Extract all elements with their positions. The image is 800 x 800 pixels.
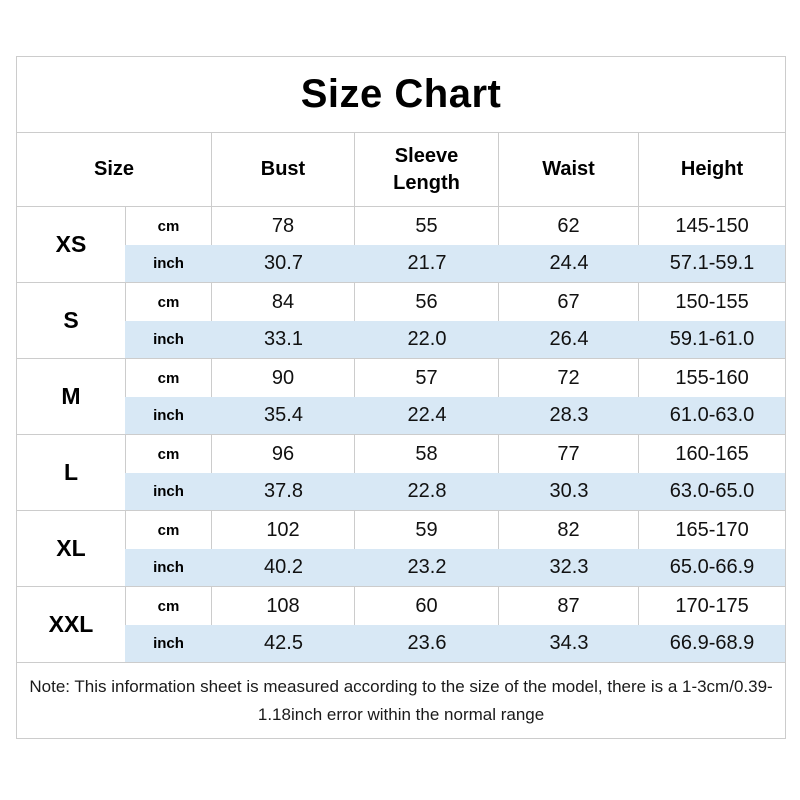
bust-value: 84	[212, 283, 355, 321]
row-xxl-inch: inch 42.5 23.6 34.3 66.9-68.9	[17, 625, 786, 663]
sleeve-value: 22.0	[355, 321, 499, 359]
note-row: Note: This information sheet is measured…	[17, 663, 785, 738]
bust-value: 35.4	[212, 397, 355, 435]
row-l-cm: L cm 96 58 77 160-165	[17, 435, 785, 511]
row-l-inch: inch 37.8 22.8 30.3 63.0-65.0	[17, 473, 786, 511]
waist-value: 32.3	[499, 549, 639, 587]
unit-label-inch: inch	[125, 625, 212, 663]
unit-label-cm: cm	[125, 359, 212, 397]
waist-value: 24.4	[499, 245, 639, 283]
column-header-sleeve-length-label: Sleeve Length	[393, 144, 460, 194]
sleeve-value: 56	[355, 283, 499, 321]
unit-label-inch: inch	[125, 549, 212, 587]
height-value: 155-160	[675, 366, 749, 389]
size-chart-table: Size Chart Size Bust Sleeve Length Waist…	[16, 56, 787, 739]
unit-label-cm: cm	[125, 207, 212, 245]
row-m-inch: inch 35.4 22.4 28.3 61.0-63.0	[17, 397, 786, 435]
note-text: Note: This information sheet is measured…	[29, 676, 773, 724]
column-header-waist: Waist	[499, 133, 639, 207]
waist-value: 77	[499, 435, 639, 473]
size-label-m: M	[17, 359, 125, 435]
height-value: 61.0-63.0	[639, 397, 786, 435]
height-value: 66.9-68.9	[639, 625, 786, 663]
unit-label-inch: inch	[125, 397, 212, 435]
sleeve-value: 22.8	[355, 473, 499, 511]
waist-value: 26.4	[499, 321, 639, 359]
row-xxl-cm: XXL cm 108 60 87 170-175	[17, 587, 785, 663]
waist-value: 67	[499, 283, 639, 321]
size-label-xxl: XXL	[17, 587, 125, 663]
bust-value: 37.8	[212, 473, 355, 511]
height-value: 145-150	[675, 214, 749, 237]
bust-value: 90	[212, 359, 355, 397]
page-title: Size Chart	[17, 57, 786, 133]
height-value: 59.1-61.0	[639, 321, 786, 359]
height-value: 57.1-59.1	[639, 245, 786, 283]
row-xl-cm: XL cm 102 59 82 165-170	[17, 511, 785, 587]
column-header-sleeve-length: Sleeve Length	[355, 133, 499, 207]
unit-label-cm: cm	[125, 435, 212, 473]
bust-value: 42.5	[212, 625, 355, 663]
sleeve-value: 58	[355, 435, 499, 473]
unit-label-inch: inch	[125, 473, 212, 511]
height-value: 150-155	[675, 290, 749, 313]
sleeve-value: 59	[355, 511, 499, 549]
row-xs-cm: XS cm 78 55 62 145-150	[17, 207, 785, 283]
sleeve-value: 60	[355, 587, 499, 625]
waist-value: 62	[499, 207, 639, 245]
unit-label-cm: cm	[125, 587, 212, 625]
sleeve-value: 55	[355, 207, 499, 245]
sleeve-value: 57	[355, 359, 499, 397]
bust-value: 108	[212, 587, 355, 625]
bust-value: 33.1	[212, 321, 355, 359]
waist-value: 34.3	[499, 625, 639, 663]
sleeve-value: 23.2	[355, 549, 499, 587]
sleeve-value: 23.6	[355, 625, 499, 663]
title-row: Size Chart	[17, 57, 786, 133]
header-row: Size Bust Sleeve Length Waist Height	[17, 133, 786, 207]
size-label-l: L	[17, 435, 125, 511]
size-label-s: S	[17, 283, 125, 359]
bust-value: 30.7	[212, 245, 355, 283]
row-xl-inch: inch 40.2 23.2 32.3 65.0-66.9	[17, 549, 786, 587]
bust-value: 40.2	[212, 549, 355, 587]
row-xs-inch: inch 30.7 21.7 24.4 57.1-59.1	[17, 245, 786, 283]
bust-value: 96	[212, 435, 355, 473]
waist-value: 28.3	[499, 397, 639, 435]
row-m-cm: M cm 90 57 72 155-160	[17, 359, 785, 435]
unit-label-cm: cm	[125, 511, 212, 549]
unit-label-inch: inch	[125, 321, 212, 359]
column-header-size: Size	[17, 133, 212, 207]
height-value: 160-165	[675, 442, 749, 465]
height-value: 165-170	[675, 518, 749, 541]
unit-label-cm: cm	[125, 283, 212, 321]
height-value: 63.0-65.0	[639, 473, 786, 511]
column-header-bust: Bust	[212, 133, 355, 207]
row-s-cm: S cm 84 56 67 150-155	[17, 283, 785, 359]
size-label-xl: XL	[17, 511, 125, 587]
height-value: 170-175	[675, 594, 749, 617]
waist-value: 82	[499, 511, 639, 549]
waist-value: 30.3	[499, 473, 639, 511]
waist-value: 72	[499, 359, 639, 397]
column-header-height: Height	[639, 133, 786, 207]
sleeve-value: 22.4	[355, 397, 499, 435]
unit-label-inch: inch	[125, 245, 212, 283]
height-value: 65.0-66.9	[639, 549, 786, 587]
sleeve-value: 21.7	[355, 245, 499, 283]
row-s-inch: inch 33.1 22.0 26.4 59.1-61.0	[17, 321, 786, 359]
size-label-xs: XS	[17, 207, 125, 283]
bust-value: 102	[212, 511, 355, 549]
waist-value: 87	[499, 587, 639, 625]
bust-value: 78	[212, 207, 355, 245]
